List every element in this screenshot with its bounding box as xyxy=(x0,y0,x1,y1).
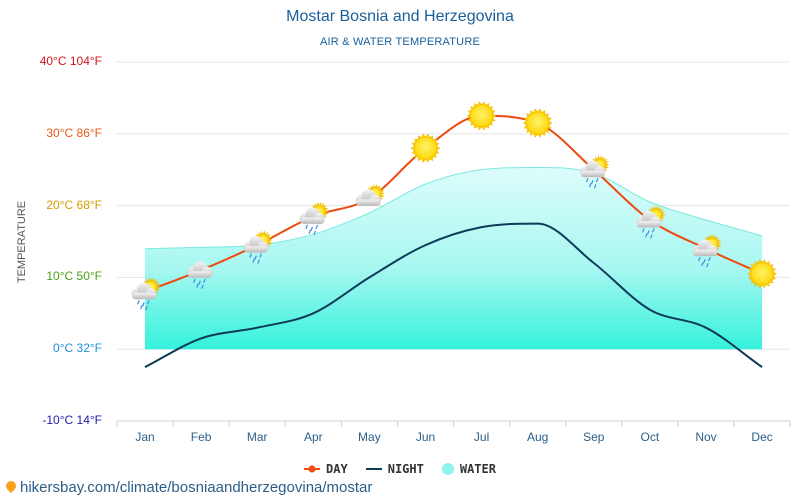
water-area xyxy=(144,167,763,350)
location-pin-icon xyxy=(3,478,19,494)
x-tick-label: Jan xyxy=(135,430,155,444)
x-tick-label: Oct xyxy=(640,430,660,444)
x-tick-label: May xyxy=(358,430,381,444)
legend-day-swatch xyxy=(304,465,321,473)
weather-icons xyxy=(131,101,777,311)
legend-item-day[interactable]: DAY xyxy=(304,462,348,476)
sun-icon xyxy=(466,101,497,131)
y-tick-label: 20°C 68°F xyxy=(46,197,102,212)
sun-icon xyxy=(410,133,441,163)
cloud-rain-sun-icon xyxy=(131,277,161,311)
legend-item-water[interactable]: WATER xyxy=(441,462,496,476)
cloud-rain-icon xyxy=(187,261,213,289)
night-series-line xyxy=(144,222,763,368)
sun-icon xyxy=(747,259,777,289)
source-link[interactable]: hikersbay.com/climate/bosniaandherzegovi… xyxy=(3,478,373,496)
cloud-rain-sun-icon xyxy=(243,230,273,264)
sun-icon xyxy=(522,108,553,138)
x-tick-label: Jun xyxy=(415,430,436,444)
chart-title: Mostar Bosnia and Herzegovina xyxy=(286,8,514,25)
water-area-fill xyxy=(145,167,763,350)
x-tick-label: Sep xyxy=(583,430,605,444)
cloud-sun-icon xyxy=(355,183,386,206)
legend-water-label: WATER xyxy=(459,462,496,476)
y-tick-label: 10°C 50°F xyxy=(46,269,102,284)
legend-night-swatch xyxy=(365,468,382,470)
cloud-rain-sun-icon xyxy=(636,205,666,239)
y-tick-label: 30°C 86°F xyxy=(46,125,102,140)
x-tick-label: Mar xyxy=(246,430,268,444)
grid-lines xyxy=(116,61,791,427)
y-tick-label: 40°C 104°F xyxy=(39,54,102,68)
source-text: hikersbay.com/climate/bosniaandherzegovi… xyxy=(20,479,373,496)
legend-day-label: DAY xyxy=(326,462,348,476)
y-tick-label: 0°C 32°F xyxy=(53,341,102,356)
cloud-rain-sun-icon xyxy=(299,201,329,235)
x-tick-label: Jul xyxy=(473,430,490,444)
x-tick-label: Aug xyxy=(527,430,549,444)
x-tick-label: Feb xyxy=(190,430,212,444)
legend-item-night[interactable]: NIGHT xyxy=(365,462,424,476)
chart-legend: DAY NIGHT WATER xyxy=(0,462,800,476)
x-tick-label: Dec xyxy=(751,430,773,444)
legend-night-label: NIGHT xyxy=(387,462,424,476)
legend-water-swatch xyxy=(441,463,454,475)
x-tick-label: Apr xyxy=(303,430,323,444)
x-tick-label: Nov xyxy=(695,430,717,444)
cloud-rain-sun-icon xyxy=(692,234,722,268)
cloud-rain-sun-icon xyxy=(580,155,610,189)
y-tick-label: -10°C 14°F xyxy=(42,413,102,427)
chart-subtitle: AIR & WATER TEMPERATURE xyxy=(319,36,481,48)
